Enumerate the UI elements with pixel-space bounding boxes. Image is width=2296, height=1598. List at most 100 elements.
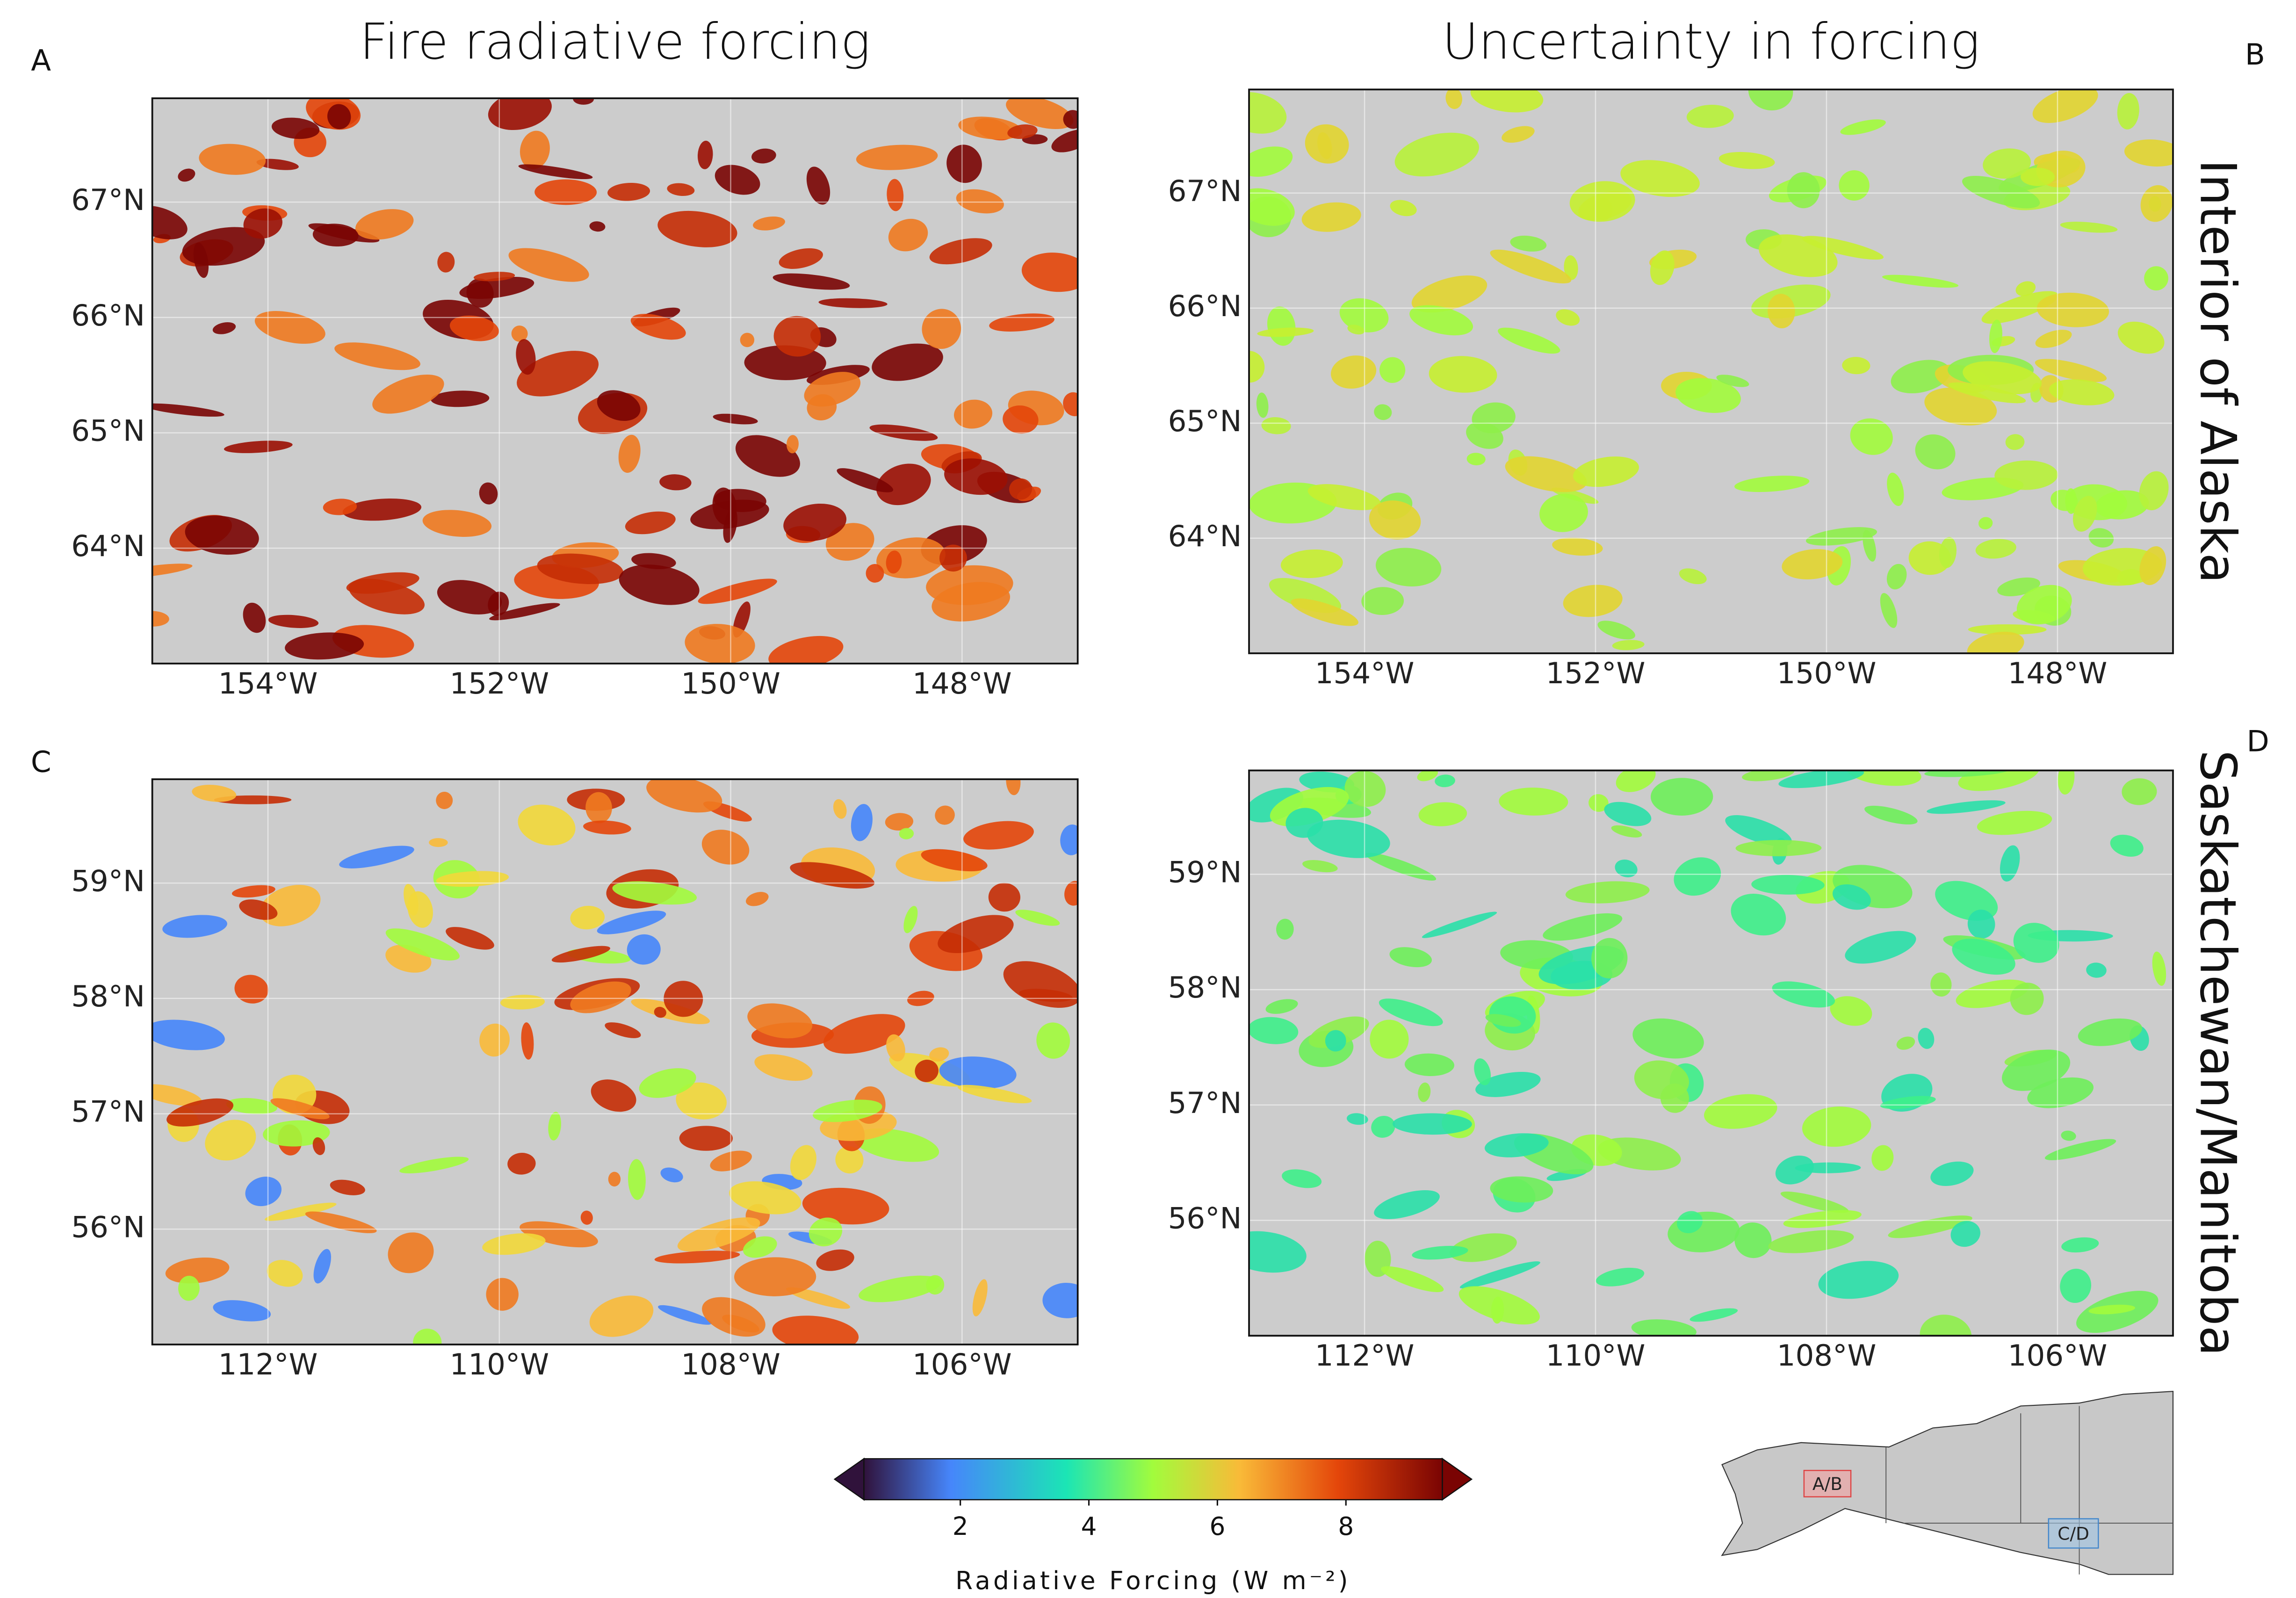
fire-patches: [1249, 770, 2166, 1336]
fire-patch: [1802, 1106, 1871, 1147]
fire-patch: [1006, 779, 1021, 795]
fire-patch: [267, 1260, 303, 1287]
fire-patch: [589, 221, 606, 232]
colorbar-tick-label: 6: [1209, 1512, 1225, 1541]
colorbar-tick-label: 8: [1338, 1512, 1354, 1541]
fire-patch: [1634, 1060, 1690, 1099]
fire-patch: [305, 1211, 377, 1233]
fire-patch: [772, 1316, 859, 1345]
colorbar-label: Radiative Forcing (W m⁻²): [955, 1566, 1351, 1595]
fire-patch: [946, 145, 982, 183]
fire-patch: [1374, 1190, 1440, 1219]
fire-patch: [1472, 402, 1516, 434]
fire-patch: [1759, 234, 1838, 277]
fire-patch: [1850, 418, 1893, 455]
fire-patch: [1280, 549, 1343, 578]
panel-title: Uncertainty in forcing: [1442, 13, 1980, 71]
fire-patch: [446, 927, 494, 950]
fire-patch: [1975, 539, 2016, 559]
fire-patch: [1491, 1296, 1504, 1324]
fire-patch: [597, 911, 666, 934]
fire-patch: [431, 390, 490, 407]
fire-patch: [734, 1257, 816, 1296]
fire-patch: [2144, 266, 2168, 291]
map-frame: [1248, 88, 2174, 654]
fire-patch: [570, 981, 631, 1013]
fire-patch: [1249, 1231, 1307, 1273]
row-label: Saskatchewan/Manitoba: [2188, 750, 2246, 1356]
fire-patch: [1485, 1014, 1521, 1027]
fire-patch: [1632, 1018, 1704, 1059]
fire-patch: [1650, 778, 1713, 816]
fire-patch: [1418, 1082, 1431, 1102]
fire-patch: [1450, 1233, 1517, 1262]
fire-patch: [1466, 453, 1486, 466]
y-tick-label: 59°N: [71, 864, 145, 898]
fire-patch: [407, 891, 433, 928]
x-tick-label: 106°W: [2008, 1338, 2108, 1373]
x-tick-label: 148°W: [2008, 656, 2108, 690]
fire-patch: [639, 1068, 696, 1098]
fire-patch: [1886, 564, 1907, 590]
fire-patch: [929, 238, 992, 265]
fire-patch: [1003, 405, 1039, 434]
fire-patch: [437, 580, 502, 615]
fire-patch: [886, 1034, 905, 1062]
fire-patch: [1768, 1230, 1854, 1253]
fire-patch: [580, 1210, 593, 1225]
fire-patch: [1880, 1096, 1936, 1109]
fire-patch: [334, 342, 420, 370]
fire-patch: [1958, 770, 2039, 791]
fire-patch: [1611, 825, 1642, 838]
fire-patch: [486, 1278, 519, 1311]
fire-patch: [330, 1179, 365, 1195]
fire-patch: [268, 615, 319, 628]
fire-patch: [1418, 802, 1467, 826]
fire-patch: [1475, 1071, 1541, 1097]
fire-patch: [2021, 167, 2055, 186]
colorbar: 2 4 6 8 Radiative Forcing (W m⁻²): [833, 1457, 1473, 1595]
fire-patch: [1731, 894, 1786, 936]
x-tick-label: 150°W: [1777, 656, 1877, 690]
fire-patch: [630, 314, 686, 340]
fire-patch: [388, 1232, 434, 1273]
fire-patch: [355, 209, 414, 240]
y-tick-label: 56°N: [71, 1210, 145, 1244]
x-tick-label: 154°W: [1315, 656, 1415, 690]
fire-patch: [585, 792, 612, 824]
fire-patches: [1249, 89, 2173, 653]
fire-patch: [1470, 89, 1544, 113]
fire-patch: [312, 224, 359, 247]
fire-patch: [1307, 484, 1381, 510]
y-tick-label: 57°N: [1168, 1086, 1242, 1120]
fire-patch: [972, 1279, 988, 1316]
fire-patch: [213, 1300, 271, 1322]
fire-patch: [589, 1295, 654, 1337]
fire-patch: [1435, 774, 1455, 788]
fire-patch: [372, 375, 444, 414]
fire-patch: [1751, 875, 1825, 895]
fire-patch: [1510, 235, 1547, 252]
fire-patch: [1302, 860, 1338, 873]
fire-patch: [537, 553, 623, 584]
fire-patch: [956, 189, 1004, 214]
fire-patch: [339, 846, 414, 868]
fire-patch: [1948, 382, 2026, 404]
fire-patch: [1381, 1266, 1444, 1292]
fire-patch: [1677, 1211, 1703, 1234]
fire-patch: [715, 165, 760, 195]
fire-patch: [178, 1275, 200, 1301]
colorbar-gradient: [863, 1458, 1443, 1501]
map-panel: 154°W 152°W 150°W 148°W 64°N 65°N 66°N 67°N A Fir…: [31, 13, 1079, 701]
colorbar-tick-label: 2: [953, 1512, 968, 1541]
fire-patch: [1772, 981, 1835, 1008]
fire-patch: [327, 104, 351, 130]
fire-patch: [399, 1157, 469, 1173]
fire-patch: [866, 564, 884, 583]
fire-patch: [2088, 1304, 2136, 1315]
fire-patch: [312, 1137, 325, 1155]
x-tick-label: 108°W: [681, 1347, 780, 1381]
fire-patch: [1748, 89, 1793, 111]
fire-patch: [790, 1145, 816, 1180]
fire-patch: [1484, 1133, 1549, 1157]
